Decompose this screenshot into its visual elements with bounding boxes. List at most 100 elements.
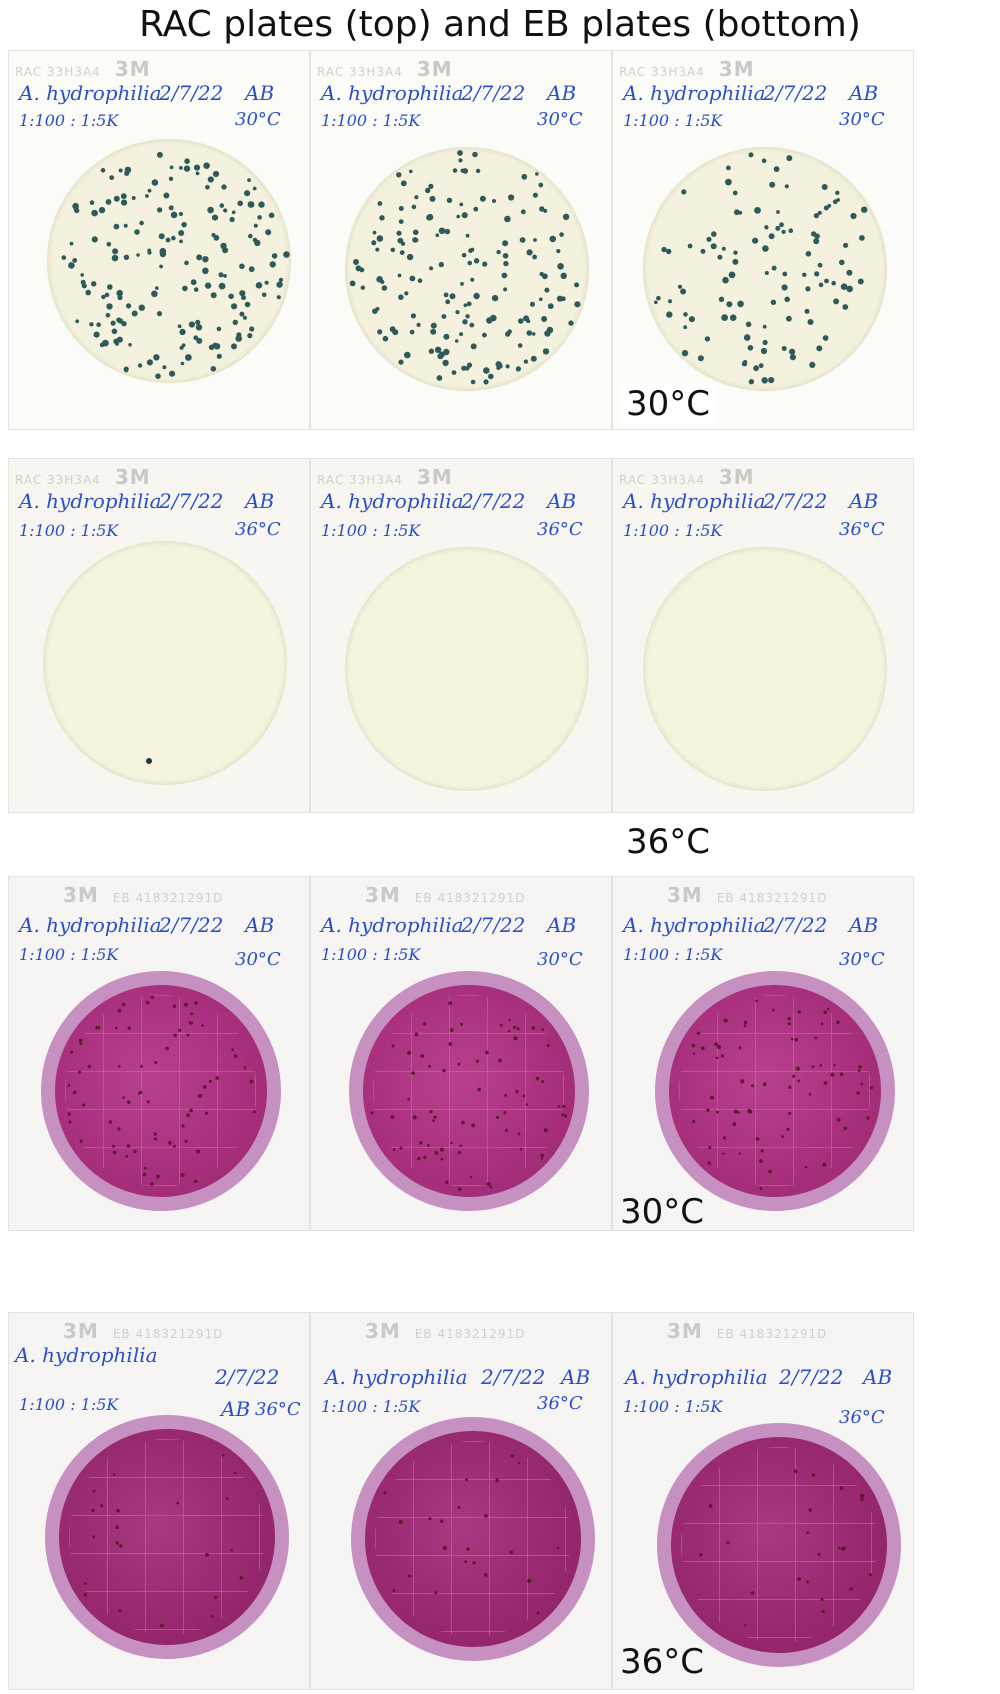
colony-dot bbox=[543, 1128, 548, 1133]
colony-dot bbox=[716, 1110, 719, 1114]
colony-dot bbox=[173, 1033, 177, 1037]
plate-rac-36-1: RAC 33H3A4 3M A. hydrophilia 2/7/22 AB 1:… bbox=[8, 458, 310, 813]
colony-dot bbox=[806, 1580, 809, 1584]
plate-header: 3M EB 418321291D bbox=[365, 1319, 526, 1343]
colony-dot bbox=[178, 230, 185, 236]
colony-dot bbox=[125, 1155, 129, 1158]
colony-dot bbox=[202, 267, 209, 275]
colony-dot bbox=[805, 251, 812, 257]
colony-dot bbox=[91, 281, 97, 287]
colony-dot bbox=[398, 219, 404, 225]
colony-dot bbox=[466, 1547, 470, 1551]
colony-dot bbox=[568, 320, 574, 326]
colony-dots bbox=[699, 1469, 873, 1627]
colony-dot bbox=[252, 1110, 256, 1114]
colony-dot bbox=[79, 1139, 83, 1143]
colony-dot bbox=[501, 272, 508, 279]
colony-dot bbox=[561, 296, 566, 302]
colony-dot bbox=[248, 266, 255, 273]
colony-dot bbox=[121, 1002, 126, 1007]
colony-dot bbox=[451, 370, 457, 375]
colony-dot bbox=[839, 259, 845, 266]
colony-dot bbox=[710, 1095, 714, 1100]
colony-dot bbox=[180, 361, 185, 366]
plate-temp: 36°C bbox=[839, 519, 885, 540]
colony-dot bbox=[470, 379, 476, 385]
colony-dot bbox=[81, 283, 87, 289]
colony-dot bbox=[208, 1079, 212, 1083]
colony-dot bbox=[439, 1147, 444, 1152]
colony-dot bbox=[215, 1076, 219, 1080]
colony-dot bbox=[457, 150, 463, 156]
colony-dot bbox=[359, 267, 365, 273]
colony-dot bbox=[159, 247, 167, 255]
colony-dot bbox=[515, 366, 521, 372]
plate-temp: 36°C bbox=[537, 1393, 583, 1414]
colony-dot bbox=[691, 1043, 696, 1048]
plate-eb-30-1: 3M EB 418321291D A. hydrophilia 2/7/22 AB… bbox=[8, 876, 310, 1231]
colony-dot bbox=[748, 379, 755, 385]
plate-dilution: 1:100 : 1:5K bbox=[321, 945, 421, 964]
colony-dot bbox=[146, 758, 152, 764]
colony-dot bbox=[185, 354, 192, 361]
colony-dot bbox=[495, 1115, 500, 1119]
plate-organism: A. hydrophilia bbox=[19, 81, 162, 105]
colony-dot bbox=[390, 1115, 395, 1119]
colony-dot bbox=[398, 206, 404, 211]
colony-dot bbox=[147, 188, 152, 193]
plate-date: 2/7/22 bbox=[763, 489, 828, 513]
colony-dot bbox=[399, 250, 405, 256]
plate-temp: 36°C bbox=[537, 519, 583, 540]
colony-dot bbox=[492, 199, 496, 203]
colony-dot bbox=[723, 1018, 728, 1023]
colony-dot bbox=[793, 1469, 798, 1474]
colony-dot bbox=[429, 266, 434, 271]
colony-dot bbox=[117, 1127, 121, 1131]
colony-dot bbox=[789, 348, 796, 355]
colony-dot bbox=[442, 1546, 447, 1550]
colony-dot bbox=[525, 1103, 529, 1106]
plate-temp: 30°C bbox=[839, 109, 885, 130]
colony-dot bbox=[115, 1026, 118, 1030]
colony-dot bbox=[687, 243, 693, 249]
colony-dot bbox=[465, 1478, 468, 1482]
plate-header: RAC 33H3A4 3M bbox=[317, 57, 453, 81]
plate-temp: 30°C bbox=[235, 949, 281, 970]
colony-dots bbox=[61, 151, 290, 380]
colony-dot bbox=[536, 1611, 540, 1615]
colony-dot bbox=[836, 1117, 841, 1122]
colony-dot bbox=[223, 274, 227, 278]
colony-dot bbox=[423, 1155, 427, 1160]
colony-dot bbox=[283, 251, 290, 258]
colony-dot bbox=[562, 213, 570, 220]
colony-dot bbox=[193, 335, 199, 341]
colony-dot bbox=[207, 176, 214, 183]
colony-dot bbox=[72, 258, 78, 263]
colony-dot bbox=[194, 1001, 198, 1005]
plate-initials: AB bbox=[245, 913, 275, 937]
colony-dot bbox=[681, 189, 687, 195]
colony-dot bbox=[721, 314, 728, 321]
colony-dot bbox=[126, 1100, 131, 1104]
colony-dot bbox=[700, 248, 706, 254]
colony-dot bbox=[797, 1010, 801, 1014]
plate-date: 2/7/22 bbox=[763, 81, 828, 105]
colony-dot bbox=[445, 1180, 449, 1184]
plate-organism: A. hydrophilia bbox=[15, 1343, 158, 1367]
colony-dot bbox=[106, 241, 112, 247]
colony-dot bbox=[190, 1012, 194, 1016]
colony-dot bbox=[392, 329, 399, 336]
colony-dot bbox=[443, 333, 450, 340]
colony-dot bbox=[91, 236, 98, 243]
colony-dot bbox=[179, 345, 184, 350]
colony-dot bbox=[406, 253, 414, 261]
rac-30-row: RAC 33H3A4 3M A. hydrophilia 2/7/22 AB 1:… bbox=[8, 50, 988, 430]
colony-dot bbox=[457, 1150, 461, 1155]
colony-dot bbox=[732, 1122, 737, 1126]
colony-dot bbox=[244, 190, 251, 197]
colony-dot bbox=[740, 1079, 745, 1084]
colony-dot bbox=[438, 351, 445, 358]
colony-dot bbox=[396, 172, 402, 178]
colony-dot bbox=[858, 1065, 862, 1069]
colony-dot bbox=[666, 311, 673, 318]
